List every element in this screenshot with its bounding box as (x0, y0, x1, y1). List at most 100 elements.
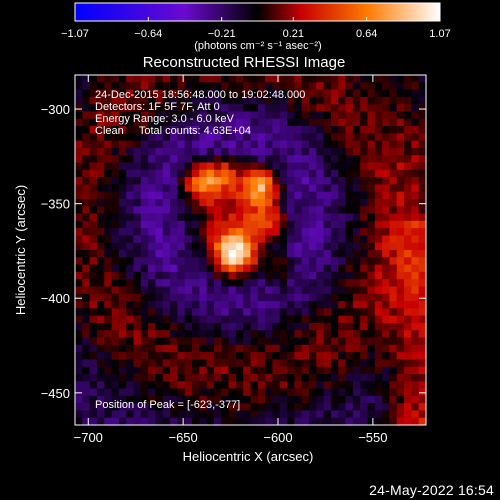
heatmap-cell (140, 381, 149, 389)
heatmap-cell (104, 337, 112, 346)
heatmap-cell (382, 366, 390, 375)
heatmap-cell (126, 315, 134, 324)
heatmap-cell (396, 395, 405, 404)
heatmap-cell (418, 417, 427, 426)
heatmap-cell (155, 220, 164, 229)
heatmap-cell (213, 279, 222, 287)
heatmap-cell (389, 191, 398, 200)
heatmap-cell (155, 417, 164, 426)
heatmap-cell (367, 169, 376, 178)
heatmap-cell (418, 250, 427, 258)
heatmap-cell (352, 104, 361, 112)
heatmap-cell (301, 155, 310, 163)
heatmap-cell (89, 177, 98, 185)
heatmap-cell (301, 395, 310, 404)
heatmap-cell (338, 104, 346, 112)
heatmap-cell (213, 213, 222, 222)
heatmap-cell (330, 162, 339, 171)
heatmap-cell (184, 359, 193, 368)
heatmap-cell (257, 395, 266, 404)
heatmap-cell (265, 235, 273, 244)
heatmap-cell (257, 322, 266, 331)
heatmap-cell (213, 177, 222, 185)
heatmap-cell (126, 75, 134, 83)
heatmap-cell (374, 308, 383, 317)
heatmap-cell (389, 198, 398, 207)
heatmap-cell (133, 177, 142, 185)
heatmap-cell (118, 118, 127, 127)
heatmap-cell (301, 286, 310, 295)
heatmap-cell (265, 410, 273, 419)
heatmap-cell (301, 111, 310, 120)
heatmap-cell (206, 111, 215, 120)
heatmap-cell (213, 359, 222, 368)
heatmap-cell (221, 235, 229, 244)
heatmap-cell (140, 133, 149, 142)
heatmap-cell (235, 220, 244, 229)
heatmap-cell (265, 388, 273, 397)
heatmap-cell (396, 388, 405, 397)
heatmap-cell (367, 337, 376, 346)
heatmap-cell (235, 279, 244, 287)
heatmap-cell (367, 220, 376, 229)
heatmap-cell (345, 373, 354, 382)
heatmap-cell (287, 169, 295, 178)
heatmap-cell (82, 104, 91, 112)
heatmap-cell (279, 417, 288, 426)
heatmap-cell (96, 235, 105, 244)
heatmap-cell (243, 96, 251, 105)
colorbar-units-label: (photons cm⁻² s⁻¹ asec⁻²) (194, 40, 321, 52)
heatmap-cell (148, 147, 156, 156)
heatmap-cell (352, 366, 361, 375)
heatmap-cell (162, 140, 171, 149)
heatmap-cell (250, 147, 259, 156)
heatmap-cell (418, 191, 427, 200)
heatmap-cell (162, 177, 171, 185)
heatmap-cell (82, 184, 91, 193)
heatmap-cell (243, 191, 251, 200)
heatmap-cell (75, 279, 83, 287)
heatmap-cell (213, 388, 222, 397)
heatmap-cell (360, 250, 368, 258)
heatmap-cell (82, 140, 91, 149)
heatmap-cell (170, 75, 178, 83)
heatmap-cell (82, 257, 91, 265)
heatmap-cell (199, 388, 208, 397)
heatmap-cell (140, 293, 149, 302)
heatmap-cell (360, 133, 368, 142)
heatmap-cell (360, 118, 368, 127)
heatmap-cell (206, 337, 215, 346)
heatmap-cell (184, 315, 193, 324)
heatmap-cell (294, 344, 303, 353)
heatmap-cell (250, 264, 259, 273)
heatmap-cell (118, 330, 127, 338)
heatmap-cell (126, 250, 134, 258)
heatmap-cell (279, 315, 288, 324)
heatmap-cell (82, 410, 91, 419)
heatmap-cell (184, 140, 193, 149)
heatmap-cell (213, 417, 222, 426)
heatmap-cell (389, 344, 398, 353)
heatmap-cell (213, 337, 222, 346)
heatmap-cell (389, 118, 398, 127)
heatmap-cell (250, 242, 259, 251)
heatmap-cell (206, 315, 215, 324)
heatmap-cell (118, 206, 127, 214)
heatmap-cell (184, 162, 193, 171)
heatmap-cell (352, 286, 361, 295)
heatmap-cell (177, 330, 186, 338)
heatmap-cell (206, 330, 215, 338)
heatmap-cell (177, 228, 186, 236)
heatmap-cell (316, 381, 325, 389)
y-axis-tick-label: −300 (41, 102, 70, 117)
heatmap-cell (411, 388, 420, 397)
heatmap-cell (338, 118, 346, 127)
heatmap-cell (206, 169, 215, 178)
heatmap-cell (243, 162, 251, 171)
heatmap-cell (206, 96, 215, 105)
heatmap-cell (184, 308, 193, 317)
heatmap-cell (272, 344, 281, 353)
heatmap-cell (323, 184, 332, 193)
heatmap-cell (367, 322, 376, 331)
heatmap-cell (162, 147, 171, 156)
